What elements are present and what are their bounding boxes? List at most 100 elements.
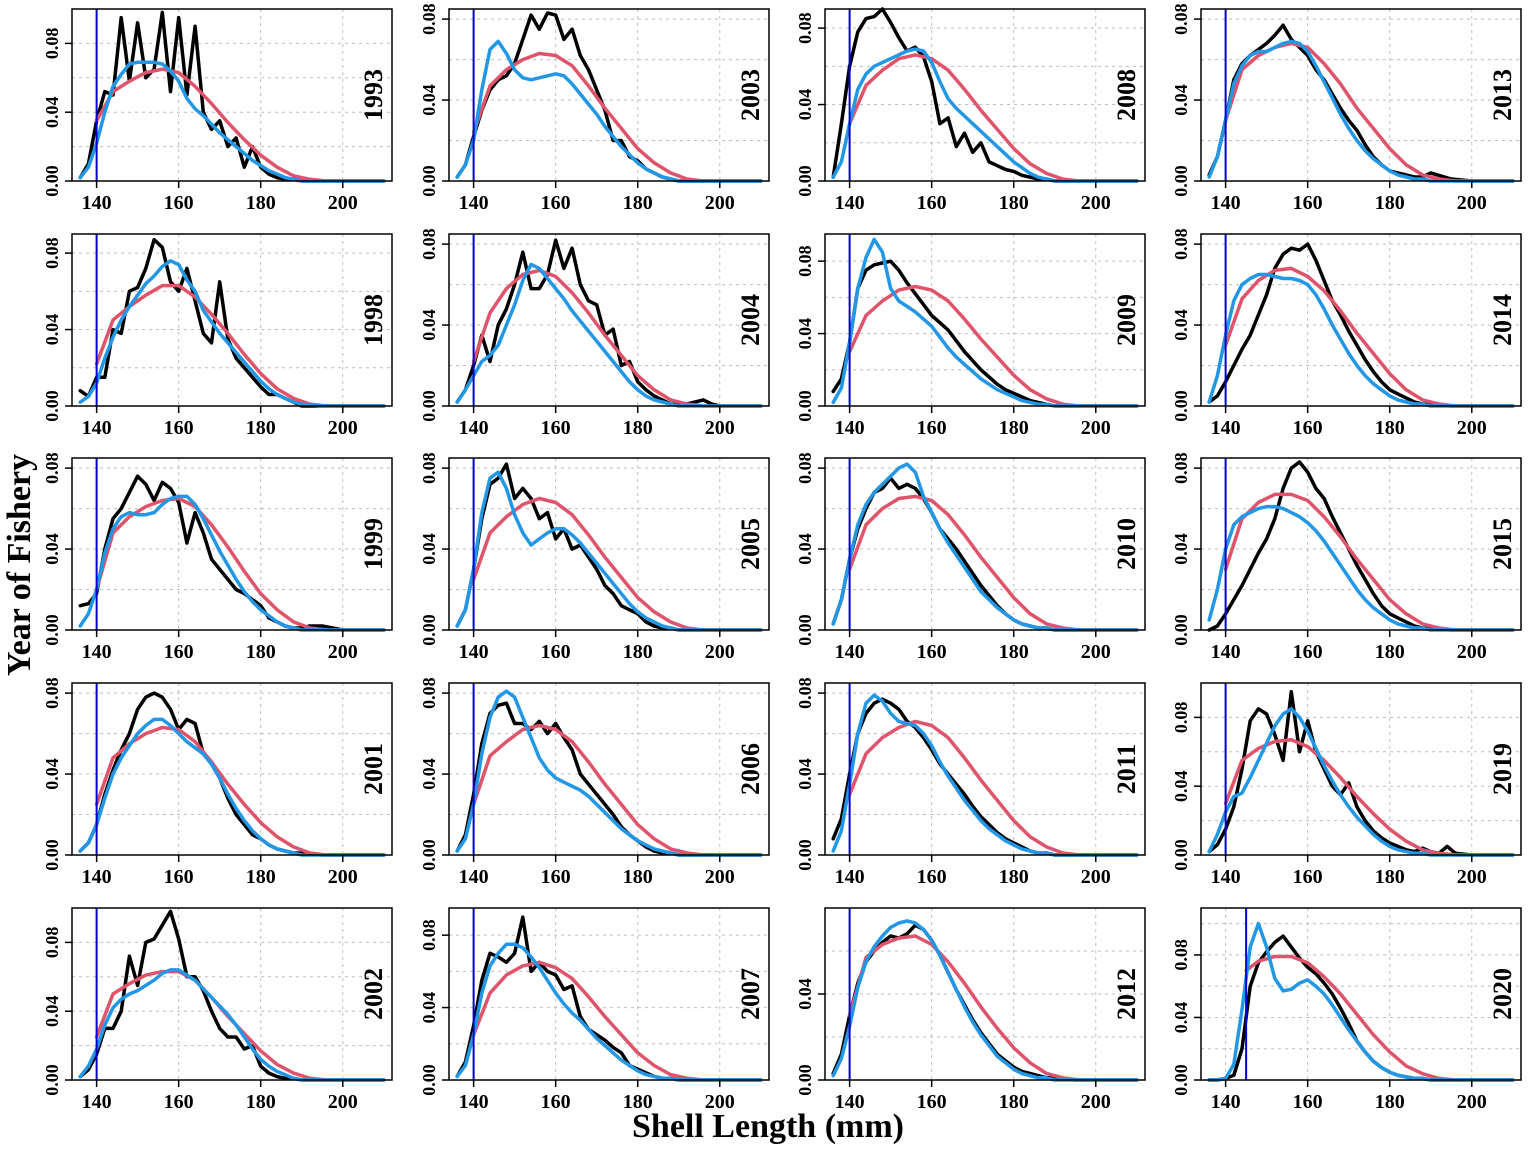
x-tick-label: 180 (623, 1091, 653, 1113)
x-tick-label: 140 (82, 866, 112, 888)
y-tick-label: 0.00 (795, 1064, 815, 1096)
series-line-1 (831, 697, 1139, 857)
plot-frame (71, 8, 393, 182)
y-tick-label: 0.08 (419, 677, 439, 709)
y-tick-label: 0.08 (1171, 939, 1191, 971)
panel-2015: 140 160 180 200 0.00 0.04 0.08 2015 (1171, 452, 1522, 663)
y-tick-label: 0.08 (42, 237, 62, 269)
series-line-2 (471, 723, 763, 857)
panel-2003: 140 160 180 200 0.00 0.04 0.08 2003 (419, 3, 770, 214)
panel-2007: 140 160 180 200 0.00 0.04 0.08 2007 (419, 907, 770, 1113)
panel-2005: 140 160 180 200 0.00 0.04 0.08 2005 (419, 452, 770, 663)
y-tick-label: 0.08 (1171, 3, 1191, 34)
panel-year-label: 2004 (736, 294, 765, 346)
y-tick-label: 0.04 (42, 96, 62, 128)
series-line-1 (455, 238, 763, 408)
panel-2013: 140 160 180 200 0.00 0.04 0.08 2013 (1171, 3, 1522, 214)
panel-year-label: 1998 (359, 294, 388, 346)
panel-year-label: 2014 (1488, 294, 1517, 346)
plot-frame (448, 682, 770, 856)
x-tick-label: 180 (1375, 417, 1405, 439)
y-tick-label: 0.00 (1171, 390, 1191, 422)
series-line-1 (78, 237, 386, 408)
panel-2011: 140 160 180 200 0.00 0.04 0.08 2011 (795, 677, 1146, 888)
y-tick-label: 0.00 (1171, 614, 1191, 646)
panel-year-label: 2001 (359, 743, 388, 795)
x-tick-label: 140 (459, 866, 489, 888)
x-tick-label: 160 (541, 1091, 571, 1113)
y-tick-label: 0.04 (419, 992, 439, 1024)
y-tick-label: 0.08 (1171, 228, 1191, 260)
x-tick-label: 200 (328, 641, 358, 663)
plot-frame (448, 907, 770, 1081)
plot-frame (1200, 907, 1522, 1081)
y-tick-label: 0.04 (1171, 309, 1191, 341)
panel-year-label: 1999 (359, 518, 388, 570)
y-axis-title: Year of Fishery (1, 453, 38, 677)
y-tick-label: 0.04 (419, 533, 439, 565)
x-tick-label: 140 (82, 417, 112, 439)
x-tick-label: 200 (705, 192, 735, 214)
x-tick-label: 200 (1457, 641, 1487, 663)
series-line-1 (455, 462, 763, 632)
y-tick-label: 0.04 (795, 89, 815, 121)
y-tick-label: 0.04 (795, 978, 815, 1010)
panel-year-label: 2019 (1488, 743, 1517, 795)
series-line-1 (831, 7, 1139, 183)
y-tick-label: 0.08 (42, 927, 62, 959)
series-line-1 (1207, 23, 1515, 183)
x-tick-label: 160 (917, 417, 947, 439)
plot-frame (1200, 233, 1522, 407)
series-line-2 (847, 494, 1139, 632)
x-tick-label: 180 (1375, 192, 1405, 214)
panel-year-label: 2011 (1112, 744, 1141, 795)
y-tick-label: 0.00 (1171, 1064, 1191, 1096)
x-tick-label: 180 (246, 1091, 276, 1113)
series-line-2 (471, 268, 763, 408)
series-line-3 (455, 689, 763, 857)
series-line-2 (94, 67, 386, 183)
x-tick-label: 140 (459, 641, 489, 663)
series-line-2 (94, 283, 386, 408)
panel-2004: 140 160 180 200 0.00 0.04 0.08 2004 (419, 228, 770, 439)
series-line-2 (94, 496, 386, 632)
series-line-2 (847, 719, 1139, 857)
panel-2009: 140 160 180 200 0.00 0.04 0.08 2009 (795, 233, 1146, 439)
y-tick-label: 0.00 (1171, 839, 1191, 871)
plot-frame (824, 457, 1146, 631)
x-tick-label: 160 (917, 1091, 947, 1113)
series-line-3 (1207, 504, 1515, 632)
series-line-1 (831, 476, 1139, 632)
series-line-3 (455, 262, 763, 408)
series-line-3 (78, 968, 386, 1082)
y-tick-label: 0.00 (419, 390, 439, 422)
x-tick-label: 160 (164, 192, 194, 214)
x-tick-label: 140 (459, 1091, 489, 1113)
x-tick-label: 160 (1293, 1091, 1323, 1113)
x-tick-label: 160 (164, 417, 194, 439)
panel-year-label: 2008 (1112, 69, 1141, 121)
y-tick-label: 0.04 (1171, 84, 1191, 116)
y-tick-label: 0.00 (42, 165, 62, 197)
x-tick-label: 140 (82, 1091, 112, 1113)
panel-year-label: 2009 (1112, 294, 1141, 346)
x-tick-label: 160 (917, 192, 947, 214)
panel-1999: 140 160 180 200 0.00 0.04 0.08 1999 (42, 452, 393, 663)
x-tick-label: 180 (1375, 641, 1405, 663)
x-tick-label: 160 (917, 866, 947, 888)
y-tick-label: 0.00 (795, 614, 815, 646)
x-tick-label: 180 (246, 192, 276, 214)
plot-frame (1200, 8, 1522, 182)
y-tick-label: 0.00 (1171, 165, 1191, 197)
panel-year-label: 2012 (1112, 968, 1141, 1020)
y-tick-label: 0.04 (795, 318, 815, 350)
plot-frame (71, 907, 393, 1081)
series-line-3 (831, 237, 1139, 408)
x-tick-label: 200 (1457, 417, 1487, 439)
x-tick-label: 160 (164, 866, 194, 888)
y-tick-label: 0.04 (419, 758, 439, 790)
y-tick-label: 0.00 (42, 614, 62, 646)
y-tick-label: 0.08 (42, 677, 62, 709)
y-tick-label: 0.08 (795, 245, 815, 277)
plot-frame (71, 682, 393, 856)
